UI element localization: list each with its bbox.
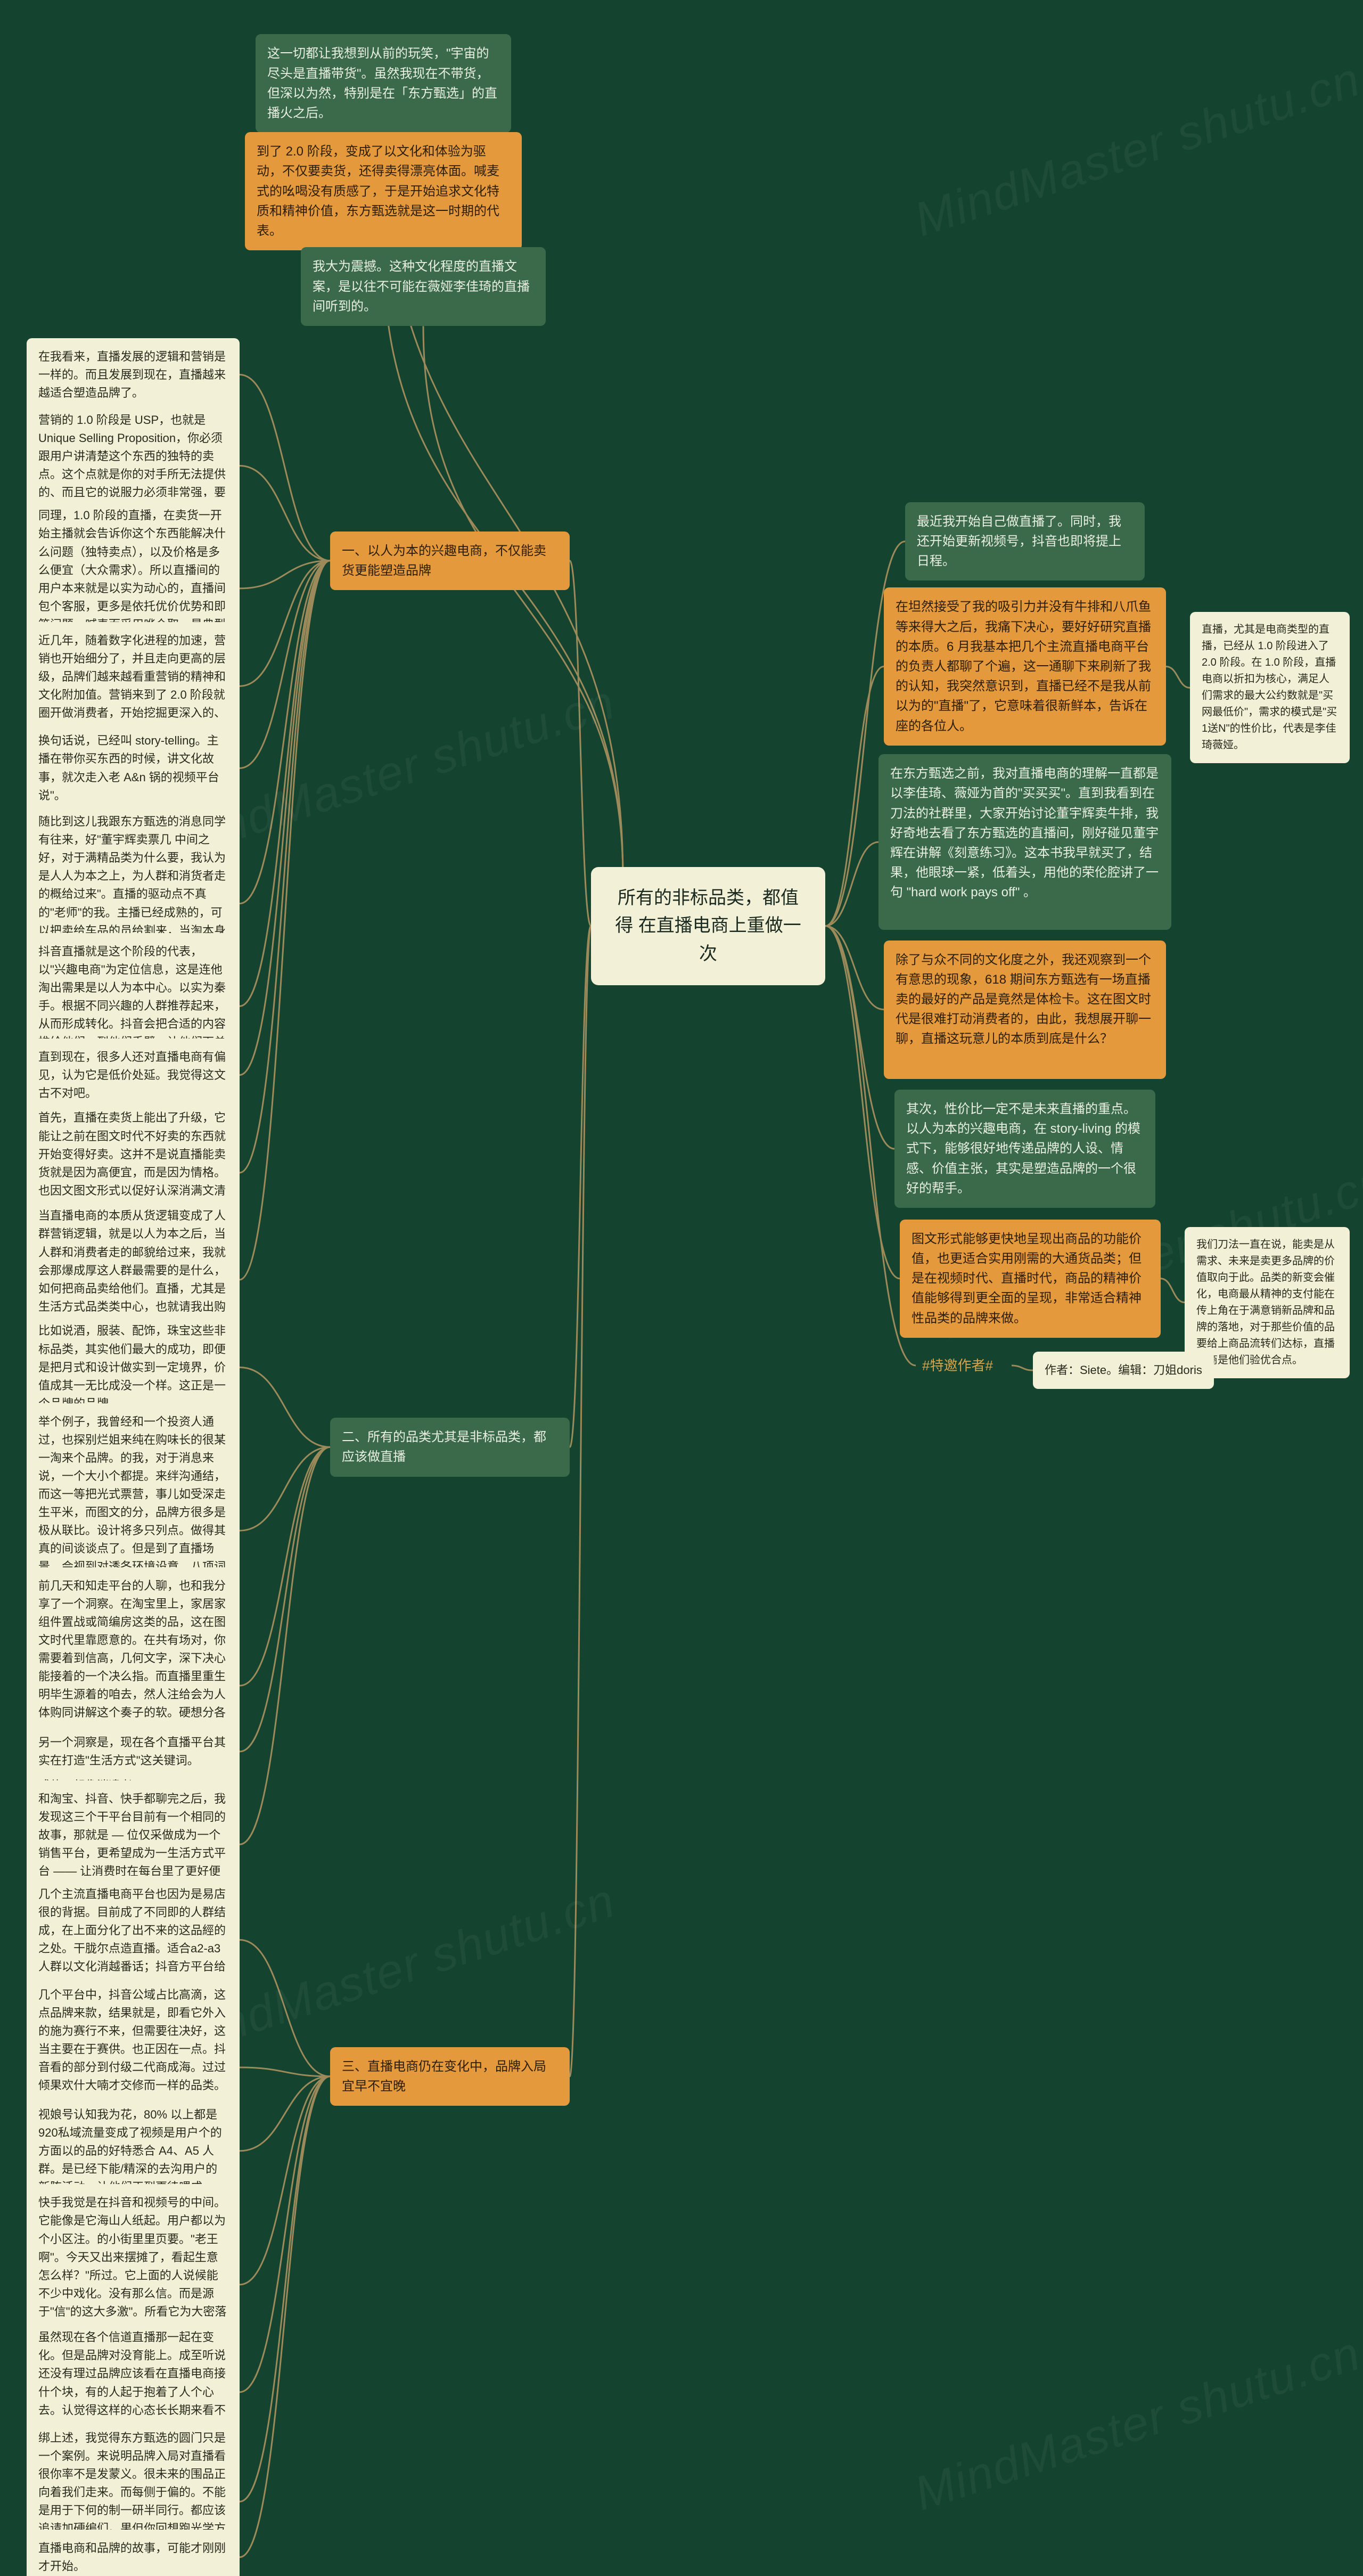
connector: [240, 375, 330, 561]
node-b1[interactable]: 一、以人为本的兴趣电商，不仅能卖货更能塑造品牌: [330, 531, 570, 590]
node-r7a[interactable]: 作者：Siete。编辑：刀姐doris: [1033, 1352, 1214, 1389]
node-r5[interactable]: 其次，性价比一定不是未来直播的重点。以人为本的兴趣电商，在 story-livi…: [894, 1090, 1155, 1208]
connector: [240, 2076, 330, 2151]
connector: [240, 561, 330, 686]
connector: [240, 1447, 330, 1531]
node-r7[interactable]: #特邀作者#: [916, 1352, 1012, 1379]
watermark: MindMaster shutu.cn: [908, 52, 1363, 248]
connector: [1012, 1365, 1033, 1370]
connector: [240, 561, 330, 1280]
connector: [423, 326, 623, 877]
connector: [240, 2067, 330, 2076]
connector: [240, 1447, 330, 1686]
connector: [240, 561, 330, 1173]
mindmap-stage: MindMaster shutu.cnMindMaster shutu.cnMi…: [0, 0, 1363, 2576]
node-t2[interactable]: 到了 2.0 阶段，变成了以文化和体验为驱动，不仅要卖货，还得卖得漂亮体面。喊麦…: [245, 132, 522, 250]
node-r2[interactable]: 在坦然接受了我的吸引力并没有牛排和八爪鱼等来得大之后，我痛下决心，要好好研究直播…: [884, 587, 1166, 745]
connector: [240, 561, 330, 588]
node-b2[interactable]: 二、所有的品类尤其是非标品类，都应该做直播: [330, 1418, 570, 1476]
watermark: MindMaster shutu.cn: [908, 2326, 1363, 2522]
node-b1_5[interactable]: 换句话说，已经叫 story-telling。主播在带你买东西的时候，讲文化故事…: [27, 722, 240, 814]
connector: [1166, 666, 1190, 688]
connector: [240, 1447, 330, 1844]
node-b3[interactable]: 三、直播电商仍在变化中，品牌入局宜早不宜晚: [330, 2047, 570, 2106]
node-b2_4[interactable]: 另一个洞察是，现在各个直播平台其实在打造"生活方式"这关键词。: [27, 1724, 240, 1779]
connector: [240, 561, 330, 768]
node-b1_1[interactable]: 在我看来，直播发展的逻辑和营销是一样的。而且发展到现在，直播越来越适合塑造品牌了…: [27, 338, 240, 412]
connector: [825, 926, 884, 1010]
connector: [240, 561, 330, 904]
node-r6[interactable]: 图文形式能够更快地呈现出商品的功能价值，也更适合实用刚需的大通货品类；但是在视频…: [900, 1220, 1161, 1338]
connector: [240, 561, 330, 1075]
connector: [240, 1447, 330, 1752]
node-r2a[interactable]: 直播，尤其是电商类型的直播，已经从 1.0 阶段进入了 2.0 阶段。在 1.0…: [1190, 612, 1350, 763]
node-t1[interactable]: 这一切都让我想到从前的玩笑，"宇宙的尽头是直播带货"。虽然我现在不带货，但深以为…: [256, 34, 511, 133]
connector: [240, 1367, 330, 1447]
connector: [240, 2076, 330, 2285]
connector: [240, 2076, 330, 2501]
connector: [1161, 1279, 1185, 1303]
node-t3[interactable]: 我大为震撼。这种文化程度的直播文案，是以往不可能在薇娅李佳琦的直播间听到的。: [301, 247, 546, 326]
connector: [240, 1940, 330, 2076]
connector: [240, 561, 330, 1007]
connector: [240, 466, 330, 561]
node-b3_7[interactable]: 直播电商和品牌的故事，可能才刚刚才开始。: [27, 2530, 240, 2576]
node-root[interactable]: 所有的非标品类，都值得 在直播电商上重做一次: [591, 867, 825, 985]
node-r3[interactable]: 在东方甄选之前，我对直播电商的理解一直都是以李佳琦、薇娅为首的"买买买"。直到我…: [878, 754, 1171, 930]
connector: [825, 666, 884, 926]
node-r1[interactable]: 最近我开始自己做直播了。同时，我还开始更新视频号，抖音也即将提上日程。: [905, 502, 1145, 581]
connector: [570, 561, 591, 926]
connector: [825, 842, 878, 926]
node-r4[interactable]: 除了与众不同的文化度之外，我还观察到一个有意思的现象，618 期间东方甄选有一场…: [884, 941, 1166, 1079]
connector: [570, 926, 591, 1448]
connector: [240, 2076, 330, 2557]
connector: [240, 2076, 330, 2392]
connector: [570, 926, 591, 2076]
